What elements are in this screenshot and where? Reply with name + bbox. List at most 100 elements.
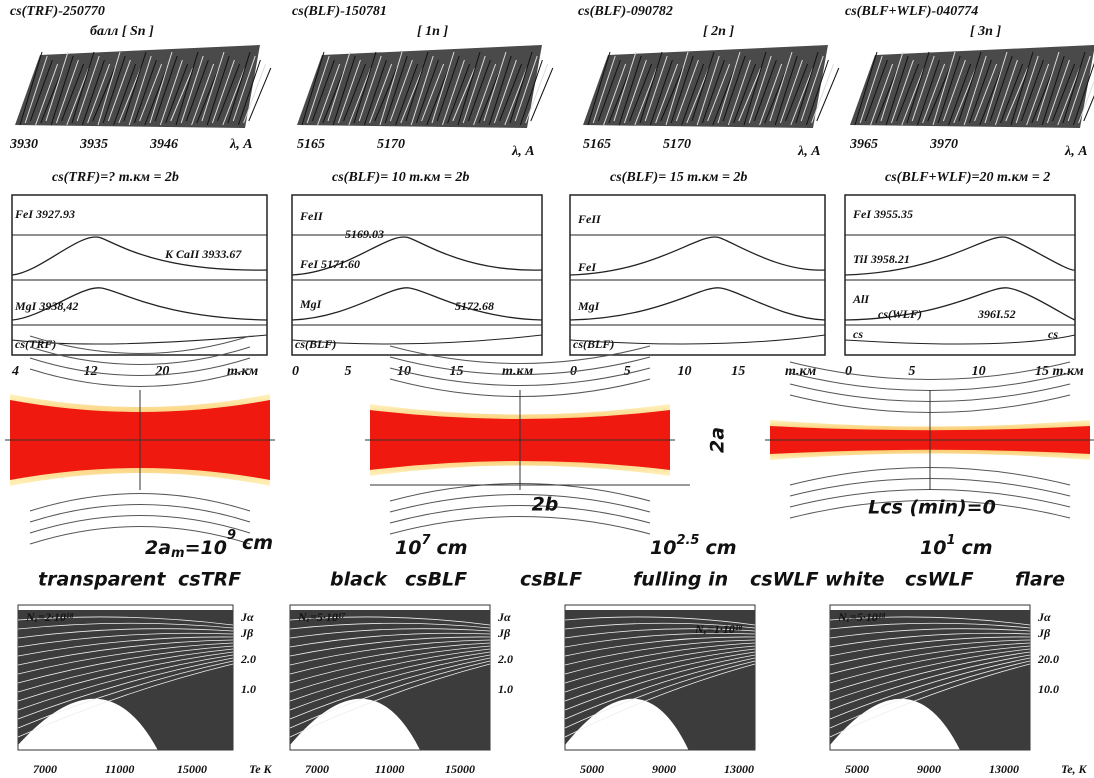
scale-part: =10 — [185, 537, 227, 559]
field-line — [30, 358, 250, 376]
x-tick-label: 5170 — [377, 137, 405, 152]
x-tick-label: т.км — [785, 364, 817, 379]
y-tick-label: 2.0 — [497, 652, 513, 666]
x-tick-label: 13000 — [989, 762, 1019, 776]
profile-curve — [845, 335, 1075, 344]
scale-label: 107cm — [395, 533, 468, 559]
limit-label: Lcs (min)=0 — [868, 497, 996, 519]
ratio-label: Jβ — [240, 626, 254, 640]
profile-frame — [570, 195, 825, 355]
scale-part: 2.5 — [676, 533, 699, 548]
density-label: Nₑ=5·10¹⁸ — [837, 610, 886, 624]
line-label: TiI 3958.21 — [853, 252, 910, 266]
x-tick-label: 15000 — [177, 762, 207, 776]
line-label: FeI — [577, 260, 597, 274]
x-tick-label: 0 — [292, 364, 299, 379]
spectrum-title: cs(BLF+WLF)-040774 — [845, 4, 978, 19]
y-tick-label: 1.0 — [241, 682, 256, 696]
line-label: FeI 3927.93 — [14, 207, 75, 221]
x-tick-label: 3935 — [79, 137, 108, 152]
scale-part: 10 — [920, 537, 946, 559]
axis-label: λ, A — [511, 144, 535, 159]
scale-part: cm — [437, 537, 468, 559]
line-label: FeI 3955.35 — [852, 207, 913, 221]
line-label: MgI 3938,42 — [14, 299, 78, 313]
line-label: FeII — [299, 209, 324, 223]
scale-label: 101 cm — [920, 533, 993, 559]
field-line — [30, 505, 250, 523]
field-line — [30, 494, 250, 512]
x-tick-label: 15 — [731, 364, 745, 379]
field-line — [790, 373, 1070, 391]
scale-part: cm — [962, 537, 993, 559]
x-tick-label: 7000 — [33, 762, 57, 776]
ratio-label: Jβ — [497, 626, 511, 640]
line-label: FeII — [577, 212, 602, 226]
x-tick-label: 5 — [624, 364, 631, 379]
line-label: cs(WLF) — [878, 307, 922, 321]
axis-label: λ, A — [1064, 144, 1088, 159]
y-tick-label: 10.0 — [1038, 682, 1059, 696]
y-tick-label: 1.0 — [498, 682, 513, 696]
x-tick-label: 5 — [908, 364, 915, 379]
line-label: FeI 5171.60 — [299, 257, 360, 271]
spectrum-subtitle: [ 3n ] — [970, 24, 1001, 39]
scale-part: m — [171, 546, 185, 561]
field-line — [30, 516, 250, 534]
x-tick-label: 9000 — [917, 762, 941, 776]
line-label: AlI — [852, 292, 870, 306]
field-line — [790, 362, 1070, 380]
line-label: cs(BLF) — [573, 337, 614, 351]
type-label: csBLF — [405, 569, 467, 591]
density-label: Nₑ=1·10¹⁸ — [694, 622, 743, 636]
line-label: MgI — [577, 299, 601, 313]
x-tick-label: 9000 — [652, 762, 676, 776]
scale-part: 2a — [145, 537, 171, 559]
type-label: white — [825, 569, 885, 591]
scale-part: cm — [705, 537, 736, 559]
x-tick-label: 0 — [845, 364, 852, 379]
spectrum-title: cs(BLF)-150781 — [292, 4, 387, 19]
profile-frame — [292, 195, 542, 355]
scale-part: 10 — [650, 537, 676, 559]
line-label: cs — [1048, 327, 1058, 341]
x-tick-label: Te K — [249, 762, 273, 776]
spectrum-title: cs(BLF)-090782 — [578, 4, 673, 19]
x-tick-label: 20 — [154, 364, 169, 379]
scale-part: 1 — [946, 533, 955, 548]
x-tick-label: 7000 — [305, 762, 329, 776]
x-tick-label: 11000 — [105, 762, 134, 776]
length-label: 2b — [532, 494, 559, 516]
spectrum-subtitle: [ 1n ] — [417, 24, 448, 39]
scale-label: 102.5 cm — [650, 533, 737, 559]
profile-curve — [292, 288, 542, 320]
x-tick-label: 5 — [345, 364, 352, 379]
scale-part: 9 — [227, 528, 236, 543]
profile-curve — [570, 288, 825, 320]
field-line — [390, 506, 650, 524]
x-tick-label: Te, K — [1061, 762, 1088, 776]
spectrum-title: cs(TRF)-250770 — [10, 4, 105, 19]
x-tick-label: 3970 — [929, 137, 958, 152]
profile-title: cs(BLF)= 10 т.км = 2b — [332, 170, 469, 185]
x-tick-label: 5000 — [580, 762, 604, 776]
field-line — [390, 517, 650, 535]
x-tick-label: 15000 — [445, 762, 475, 776]
field-line — [30, 369, 250, 387]
line-label: 5169.03 — [345, 227, 384, 241]
line-label: cs(BLF) — [295, 337, 336, 351]
type-label: fulling in — [633, 569, 728, 591]
ratio-label: Jα — [1037, 610, 1051, 624]
thickness-label: 2a — [707, 427, 729, 453]
scale-part: cm — [242, 532, 273, 554]
x-tick-label: 13000 — [724, 762, 754, 776]
scale-label: 2am=109 cm — [145, 528, 273, 561]
x-tick-label: 3965 — [849, 137, 878, 152]
profile-title: cs(BLF)= 15 т.км = 2b — [610, 170, 747, 185]
line-label: 5172.68 — [455, 299, 494, 313]
density-label: Nₑ=2·10¹⁸ — [25, 610, 74, 624]
x-tick-label: 5170 — [663, 137, 691, 152]
line-label: K CaII 3933.67 — [164, 247, 242, 261]
y-tick-label: 20.0 — [1037, 652, 1059, 666]
field-line — [390, 495, 650, 513]
